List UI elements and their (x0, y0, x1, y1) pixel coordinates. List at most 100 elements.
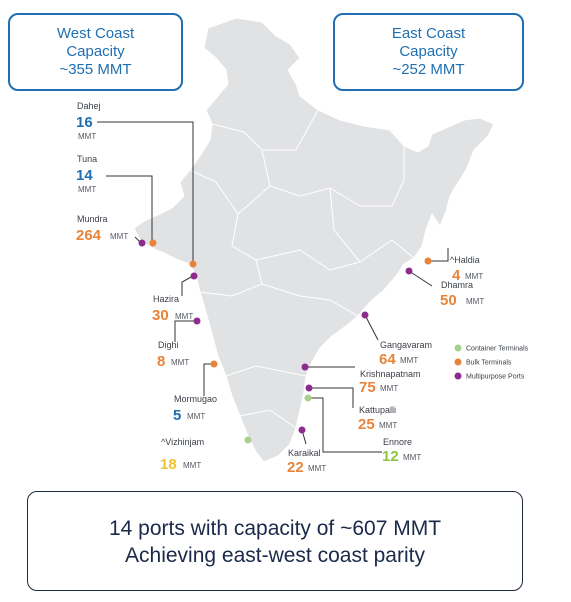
marker-hazira[interactable] (190, 272, 198, 280)
port-unit-mormugao: MMT (187, 412, 205, 421)
east-box-line1: East Coast (391, 25, 466, 42)
port-name-dahej: Dahej (77, 101, 101, 111)
leader-haldia (428, 248, 449, 262)
marker-mundra[interactable] (138, 239, 146, 247)
marker-dahej[interactable] (189, 260, 197, 268)
port-name-krishnapatnam: Krishnapatnam (360, 369, 421, 379)
legend-label-container: Container Terminals (466, 346, 529, 353)
legend-label-multipurpose: Multipurpose Ports (466, 374, 525, 381)
leader-kattupalli (309, 387, 354, 408)
port-unit-hazira: MMT (175, 312, 193, 321)
port-name-hazira: Hazira (153, 294, 179, 304)
east-coast-capacity-box: East Coast Capacity ~252 MMT (333, 13, 524, 91)
marker-krishnapatnam[interactable] (301, 363, 309, 371)
port-name-ennore: Ennore (383, 437, 412, 447)
port-unit-dighi: MMT (171, 358, 189, 367)
marker-dighi[interactable] (193, 317, 201, 325)
port-value-haldia: 4 (452, 267, 461, 284)
east-box-line3: ~252 MMT (392, 61, 465, 78)
marker-vizhinjam[interactable] (244, 436, 252, 444)
marker-karaikal[interactable] (298, 426, 306, 434)
port-markers (138, 239, 432, 444)
label-mormugao: Mormugao 5 MMT (173, 394, 217, 424)
label-kattupalli: Kattupalli 25 MMT (358, 405, 397, 433)
port-unit-dhamra: MMT (466, 297, 484, 306)
label-haldia: ^Haldia 4 MMT (450, 255, 483, 284)
legend-dot-container (454, 344, 462, 352)
port-name-mormugao: Mormugao (174, 394, 217, 404)
east-box-line2: Capacity (399, 43, 458, 60)
summary-line2: Achieving east-west coast parity (125, 544, 425, 567)
port-value-tuna: 14 (76, 167, 93, 184)
label-tuna: Tuna 14 MMT (76, 154, 97, 194)
legend-dot-bulk (454, 358, 462, 366)
port-name-tuna: Tuna (77, 154, 97, 164)
marker-ennore[interactable] (304, 394, 312, 402)
port-value-dhamra: 50 (440, 292, 457, 309)
port-value-gangavaram: 64 (379, 351, 396, 368)
port-value-mundra: 264 (76, 227, 102, 244)
port-unit-mundra: MMT (110, 232, 128, 241)
marker-kattupalli[interactable] (305, 384, 313, 392)
west-box-line2: Capacity (66, 43, 125, 60)
port-name-kattupalli: Kattupalli (359, 405, 396, 415)
port-value-ennore: 12 (382, 448, 399, 465)
leader-gangavaram (364, 314, 379, 341)
west-box-line1: West Coast (56, 25, 135, 42)
marker-mormugao[interactable] (210, 360, 218, 368)
marker-dhamra[interactable] (405, 267, 413, 275)
port-unit-vizhinjam: MMT (183, 461, 201, 470)
leader-ennore (308, 397, 382, 453)
legend: Container Terminals Bulk Terminals Multi… (454, 344, 529, 381)
port-labels: Dahej 16 MMT Tuna 14 MMT Mundra 264 MMT … (76, 101, 484, 476)
legend-label-bulk: Bulk Terminals (466, 360, 512, 367)
leader-dhamra (408, 270, 433, 287)
label-dhamra: Dhamra 50 MMT (440, 280, 484, 309)
port-name-karaikal: Karaikal (288, 448, 321, 458)
port-value-kattupalli: 25 (358, 416, 375, 433)
west-coast-capacity-box: West Coast Capacity ~355 MMT (8, 13, 183, 91)
label-krishnapatnam: Krishnapatnam 75 MMT (359, 369, 421, 396)
west-box-line3: ~355 MMT (59, 61, 132, 78)
legend-dot-multipurpose (454, 372, 462, 380)
port-unit-dahej: MMT (78, 132, 96, 141)
india-outline (133, 17, 495, 463)
port-value-hazira: 30 (152, 307, 169, 324)
leader-dahej (97, 121, 194, 264)
port-name-haldia: ^Haldia (450, 255, 480, 265)
leader-tuna (106, 175, 153, 243)
leader-dighi (174, 320, 197, 342)
marker-gangavaram[interactable] (361, 311, 369, 319)
port-value-karaikal: 22 (287, 459, 304, 476)
summary-box: 14 ports with capacity of ~607 MMT Achie… (27, 491, 523, 591)
port-unit-krishnapatnam: MMT (380, 384, 398, 393)
marker-tuna[interactable] (149, 239, 157, 247)
state-borders (189, 109, 415, 429)
label-vizhinjam: ^Vizhinjam 18 MMT (160, 437, 204, 473)
port-name-mundra: Mundra (77, 214, 108, 224)
port-value-krishnapatnam: 75 (359, 379, 376, 396)
label-ennore: Ennore 12 MMT (382, 437, 421, 465)
label-gangavaram: Gangavaram 64 MMT (379, 340, 432, 368)
port-value-dahej: 16 (76, 114, 93, 131)
port-name-dighi: Dighi (158, 340, 179, 350)
label-dighi: Dighi 8 MMT (157, 340, 189, 370)
port-unit-tuna: MMT (78, 185, 96, 194)
port-value-vizhinjam: 18 (160, 456, 177, 473)
port-value-dighi: 8 (157, 353, 165, 370)
leader-hazira (181, 275, 194, 296)
summary-line1: 14 ports with capacity of ~607 MMT (108, 517, 442, 540)
port-name-gangavaram: Gangavaram (380, 340, 432, 350)
port-unit-haldia: MMT (465, 272, 483, 281)
label-hazira: Hazira 30 MMT (152, 294, 193, 324)
port-unit-kattupalli: MMT (379, 421, 397, 430)
port-name-dhamra: Dhamra (441, 280, 473, 290)
port-unit-karaikal: MMT (308, 464, 326, 473)
label-mundra: Mundra 264 MMT (76, 214, 128, 244)
port-name-vizhinjam: ^Vizhinjam (161, 437, 204, 447)
port-unit-ennore: MMT (403, 453, 421, 462)
label-dahej: Dahej 16 MMT (76, 101, 101, 141)
marker-haldia[interactable] (424, 257, 432, 265)
